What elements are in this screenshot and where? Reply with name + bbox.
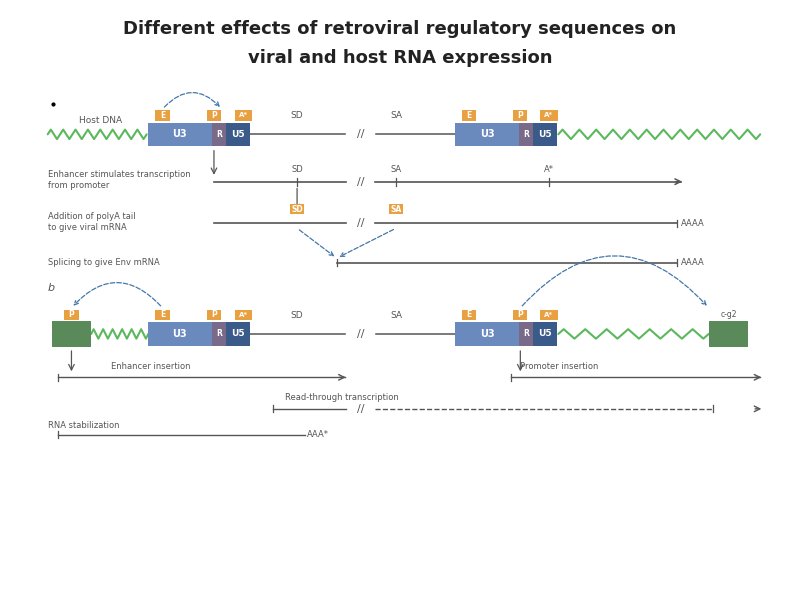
Text: from promoter: from promoter — [48, 181, 109, 190]
Bar — [234, 110, 252, 121]
Text: AAAA: AAAA — [681, 259, 705, 268]
Text: E: E — [160, 310, 165, 319]
Bar — [155, 310, 170, 320]
Text: //: // — [357, 218, 364, 229]
Bar — [518, 322, 533, 346]
Text: R: R — [216, 329, 222, 338]
Text: U5: U5 — [231, 329, 245, 338]
Text: Enhancer stimulates transcription: Enhancer stimulates transcription — [48, 170, 190, 179]
Bar — [207, 110, 221, 121]
Bar — [533, 122, 557, 146]
Text: Enhancer insertion: Enhancer insertion — [111, 362, 190, 371]
Bar — [234, 310, 252, 320]
Text: Different effects of retroviral regulatory sequences on: Different effects of retroviral regulato… — [123, 20, 677, 38]
Text: P: P — [518, 310, 523, 319]
Bar — [709, 320, 748, 347]
Bar — [462, 310, 476, 320]
FancyArrowPatch shape — [340, 229, 394, 256]
Text: c-g2: c-g2 — [720, 310, 737, 319]
FancyArrowPatch shape — [299, 230, 334, 256]
Text: P: P — [211, 111, 217, 120]
FancyArrowPatch shape — [522, 256, 706, 306]
Text: E: E — [466, 310, 471, 319]
Text: SD: SD — [290, 311, 303, 320]
Text: A*: A* — [544, 165, 554, 174]
Text: //: // — [357, 404, 364, 414]
Text: //: // — [357, 130, 364, 139]
Bar — [148, 322, 211, 346]
Bar — [540, 310, 558, 320]
Text: A*: A* — [238, 312, 248, 318]
Text: U3: U3 — [480, 130, 494, 139]
Text: Read-through transcription: Read-through transcription — [286, 394, 399, 403]
Text: SA: SA — [390, 205, 402, 214]
Text: Addition of polyA tail: Addition of polyA tail — [48, 212, 135, 221]
Text: P: P — [518, 111, 523, 120]
Text: P: P — [211, 310, 217, 319]
Bar — [64, 310, 78, 320]
Bar — [514, 110, 527, 121]
Text: U3: U3 — [173, 329, 187, 339]
Text: SA: SA — [390, 111, 402, 120]
Bar — [148, 122, 211, 146]
Text: SD: SD — [290, 111, 303, 120]
Text: to give viral mRNA: to give viral mRNA — [48, 223, 126, 232]
Bar — [290, 204, 304, 214]
Text: SA: SA — [390, 165, 402, 174]
Text: SD: SD — [291, 165, 303, 174]
Text: R: R — [216, 130, 222, 139]
Bar — [207, 310, 221, 320]
Text: Host DNA: Host DNA — [79, 116, 122, 125]
Bar — [226, 122, 250, 146]
Text: //: // — [357, 329, 364, 339]
Bar — [455, 122, 518, 146]
Text: U5: U5 — [538, 329, 552, 338]
Text: viral and host RNA expression: viral and host RNA expression — [248, 49, 552, 67]
Text: AAA*: AAA* — [307, 430, 330, 439]
Bar — [462, 110, 476, 121]
Text: U5: U5 — [538, 130, 552, 139]
Bar — [211, 322, 226, 346]
Text: SA: SA — [390, 311, 402, 320]
Text: A*: A* — [544, 312, 554, 318]
Text: U5: U5 — [231, 130, 245, 139]
Bar — [455, 322, 518, 346]
Text: A*: A* — [238, 112, 248, 118]
Bar — [514, 310, 527, 320]
Text: E: E — [160, 111, 165, 120]
Text: A*: A* — [544, 112, 554, 118]
Text: AAAA: AAAA — [681, 219, 705, 228]
Text: RNA stabilization: RNA stabilization — [48, 421, 119, 430]
Text: SD: SD — [291, 205, 303, 214]
Text: P: P — [69, 310, 74, 319]
Bar — [52, 320, 91, 347]
Text: U3: U3 — [173, 130, 187, 139]
Bar — [533, 322, 557, 346]
Text: E: E — [466, 111, 471, 120]
Text: //: // — [357, 176, 364, 187]
Text: c-g1: c-g1 — [63, 310, 80, 319]
FancyArrowPatch shape — [165, 92, 219, 107]
FancyArrowPatch shape — [74, 283, 161, 306]
Bar — [211, 122, 226, 146]
Text: U3: U3 — [480, 329, 494, 339]
Bar — [518, 122, 533, 146]
Bar — [226, 322, 250, 346]
Text: Promoter insertion: Promoter insertion — [520, 362, 598, 371]
Text: b: b — [48, 283, 55, 293]
Text: R: R — [523, 329, 529, 338]
Bar — [540, 110, 558, 121]
Bar — [155, 110, 170, 121]
Text: R: R — [523, 130, 529, 139]
Text: Splicing to give Env mRNA: Splicing to give Env mRNA — [48, 259, 159, 268]
Bar — [389, 204, 403, 214]
